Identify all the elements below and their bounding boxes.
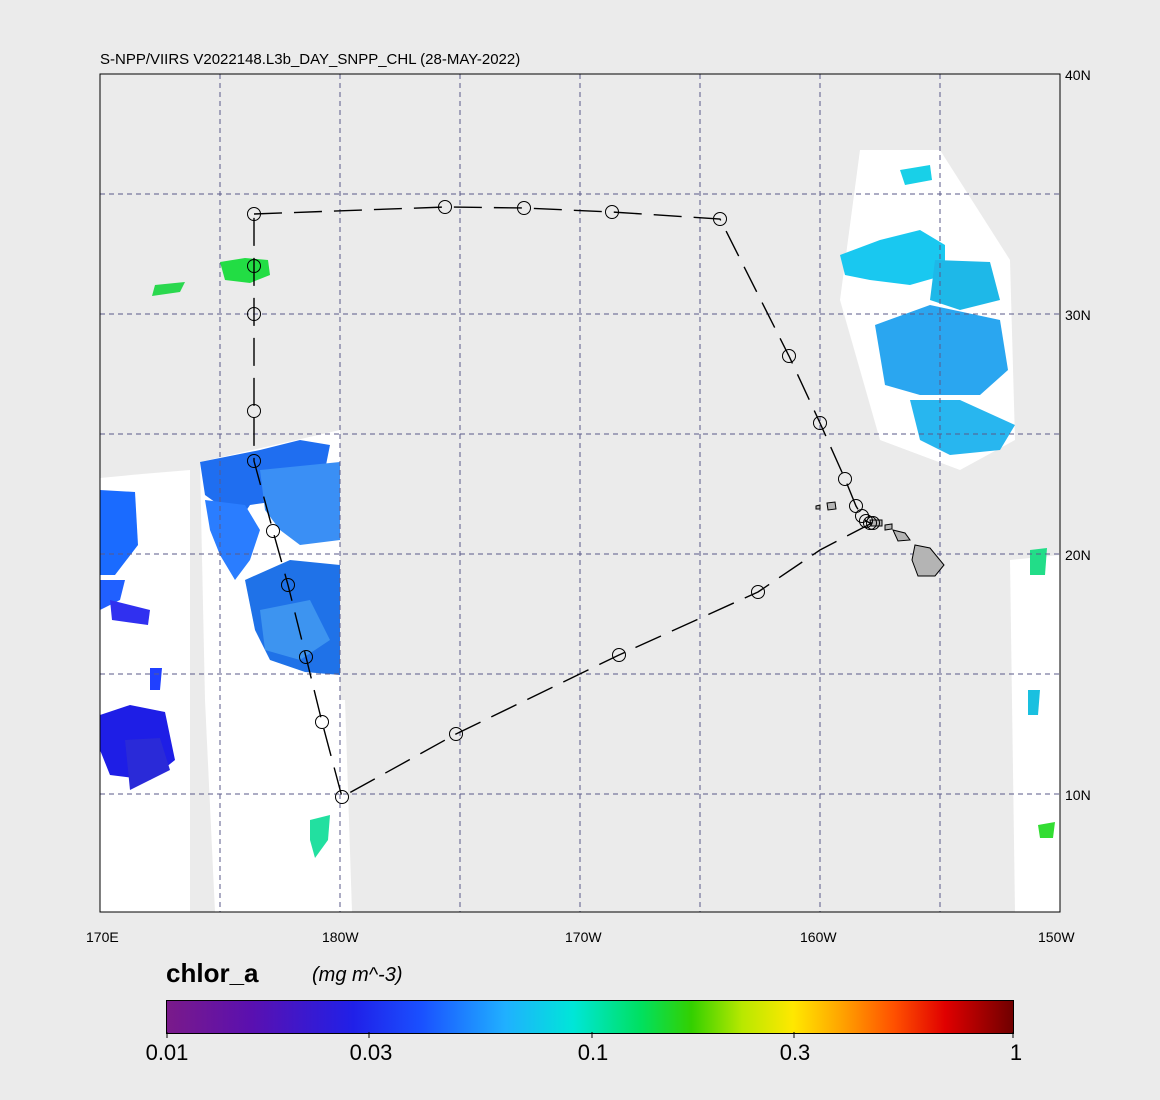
map-title: S-NPP/VIIRS V2022148.L3b_DAY_SNPP_CHL (2… xyxy=(100,51,521,68)
colorbar-variable: chlor_a xyxy=(166,958,259,988)
colorbar-gradient xyxy=(166,1000,1014,1034)
lon-label-170w: 170W xyxy=(565,929,602,945)
colorbar-tick-0: 0.01 xyxy=(145,1040,189,1065)
lat-label-10n: 10N xyxy=(1065,787,1091,803)
lat-label-20n: 20N xyxy=(1065,547,1091,563)
station-markers xyxy=(247,200,880,804)
plot-frame xyxy=(99,73,1061,913)
lon-label-150w: 150W xyxy=(1038,929,1075,945)
lat-label-30n: 30N xyxy=(1065,307,1091,323)
colorbar-tick-1: 0.03 xyxy=(349,1040,393,1065)
colorbar-tick-4: 1 xyxy=(1009,1040,1023,1065)
lat-label-40n: 40N xyxy=(1065,67,1091,83)
colorbar-tick-2: 0.1 xyxy=(577,1040,609,1065)
colorbar-tick-3: 0.3 xyxy=(779,1040,811,1065)
colorbar-units: (mg m^-3) xyxy=(312,964,403,986)
graticule xyxy=(100,74,1060,912)
lon-label-160w: 160W xyxy=(800,929,837,945)
chlorophyll-patches xyxy=(100,165,1055,858)
lon-label-180w: 180W xyxy=(322,929,359,945)
lon-label-170e: 170E xyxy=(86,929,119,945)
